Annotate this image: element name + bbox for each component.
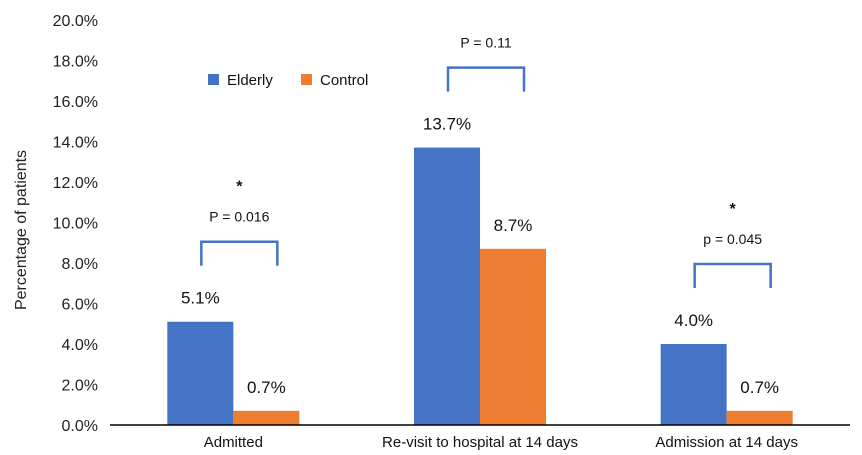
x-axis-categories: Admitted Re-visit to hospital at 14 days A… (204, 434, 798, 451)
significance-star: * (236, 179, 243, 196)
x-category-label: Re-visit to hospital at 14 days (382, 434, 578, 451)
data-label: 8.7% (494, 216, 533, 235)
y-tick-label: 10.0% (53, 216, 98, 233)
p-value-label: p = 0.045 (703, 231, 762, 247)
data-labels: 5.1% 0.7% 13.7% 8.7% 4.0% 0.7% (181, 115, 779, 397)
data-label: 0.7% (740, 378, 779, 397)
y-tick-label: 0.0% (62, 418, 98, 435)
y-axis-label: Percentage of patients (13, 150, 30, 310)
x-category-label: Admitted (204, 434, 263, 451)
legend-swatch-control (301, 74, 312, 85)
bar-elderly (167, 321, 234, 425)
legend-label: Elderly (227, 72, 273, 89)
bar-elderly (660, 344, 727, 425)
significance-bracket (446, 66, 526, 92)
data-label: 4.0% (674, 311, 713, 330)
y-tick-label: 2.0% (62, 378, 98, 395)
y-tick-label: 20.0% (53, 13, 98, 30)
bar-control (726, 410, 793, 425)
bars (167, 147, 793, 425)
data-label: 13.7% (423, 115, 471, 134)
y-tick-label: 18.0% (53, 54, 98, 71)
x-category-label: Admission at 14 days (655, 434, 798, 451)
y-tick-label: 8.0% (62, 256, 98, 273)
legend-swatch-elderly (208, 74, 219, 85)
y-tick-label: 4.0% (62, 337, 98, 354)
y-axis-ticks: 0.0% 2.0% 4.0% 6.0% 8.0% 10.0% 12.0% 14.0% 16.0%… (53, 13, 98, 435)
significance-bracket (200, 240, 279, 266)
p-value-label: P = 0.11 (460, 35, 511, 51)
y-tick-label: 12.0% (53, 175, 98, 192)
data-label: 0.7% (247, 378, 286, 397)
legend-label: Control (320, 72, 368, 89)
y-tick-label: 16.0% (53, 94, 98, 111)
bar-elderly (414, 147, 480, 425)
significance-star: * (730, 201, 737, 218)
significance-bracket (693, 262, 772, 288)
bar-control (480, 248, 546, 425)
y-tick-label: 6.0% (62, 297, 98, 314)
y-tick-label: 14.0% (53, 135, 98, 152)
p-value-label: P = 0.016 (209, 209, 269, 225)
bar-control (233, 410, 300, 425)
legend: Elderly Control (208, 72, 368, 89)
data-label: 5.1% (181, 289, 220, 308)
significance-brackets: P = 0.016 * P = 0.11 p = 0.045 * (200, 35, 772, 288)
